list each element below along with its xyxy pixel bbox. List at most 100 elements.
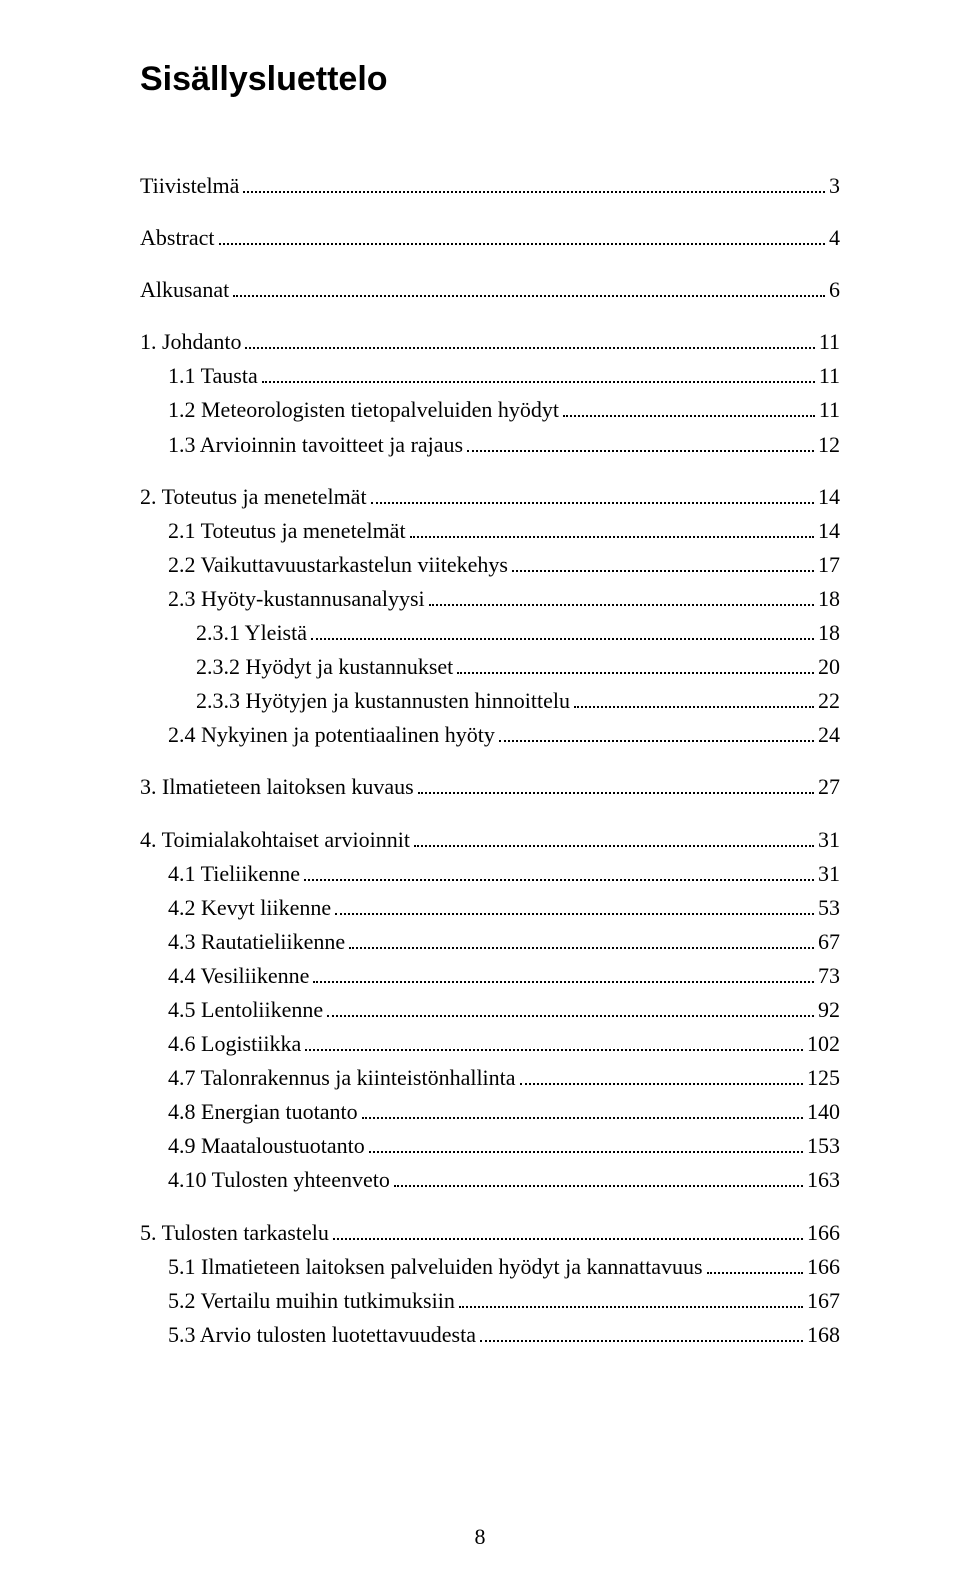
toc-entry: 4.4 Vesiliikenne73 (140, 959, 840, 993)
toc-entry: 2.2 Vaikuttavuustarkastelun viitekehys 17 (140, 548, 840, 582)
toc-leader-dots (371, 484, 814, 504)
toc-leader-dots (219, 225, 825, 245)
toc-entry: 4.10 Tulosten yhteenveto 163 (140, 1163, 840, 1197)
toc-entry: 2. Toteutus ja menetelmät 14 (140, 480, 840, 514)
toc-leader-dots (313, 963, 814, 983)
toc-entry-text: Abstract (140, 221, 215, 255)
toc-entry-page: 153 (807, 1129, 840, 1163)
toc-leader-dots (335, 895, 814, 915)
toc-entry-text: 2.3.2 Hyödyt ja kustannukset (196, 650, 453, 684)
toc-entry-text: 5.1 Ilmatieteen laitoksen palveluiden hy… (168, 1250, 703, 1284)
toc-entry-page: 140 (807, 1095, 840, 1129)
toc-entry: 5.2 Vertailu muihin tutkimuksiin 167 (140, 1284, 840, 1318)
toc-entry: 1.2 Meteorologisten tietopalveluiden hyö… (140, 393, 840, 427)
toc-entry: Abstract 4 (140, 221, 840, 255)
toc-entry: 1. Johdanto11 (140, 325, 840, 359)
toc-entry: 2.3.2 Hyödyt ja kustannukset 20 (140, 650, 840, 684)
toc-entry-page: 24 (818, 718, 840, 752)
toc-entry-text: 2.3 Hyöty-kustannusanalyysi (168, 582, 425, 616)
toc-entry: 1.1 Tausta11 (140, 359, 840, 393)
toc-leader-dots (499, 723, 814, 743)
toc-leader-dots (233, 277, 825, 297)
toc-entry-text: 2.1 Toteutus ja menetelmät (168, 514, 406, 548)
toc-leader-dots (459, 1288, 803, 1308)
toc-entry-text: 1.3 Arvioinnin tavoitteet ja rajaus (168, 428, 463, 462)
toc-entry-text: 4. Toimialakohtaiset arvioinnit (140, 823, 410, 857)
toc-entry-text: 1.2 Meteorologisten tietopalveluiden hyö… (168, 393, 559, 427)
toc-entry: 5.1 Ilmatieteen laitoksen palveluiden hy… (140, 1250, 840, 1284)
toc-leader-dots (410, 518, 814, 538)
toc-entry-text: 4.3 Rautatieliikenne (168, 925, 345, 959)
toc-entry-text: 5.3 Arvio tulosten luotettavuudesta (168, 1318, 476, 1352)
toc-leader-dots (311, 620, 814, 640)
toc-entry-text: 2. Toteutus ja menetelmät (140, 480, 367, 514)
toc-entry-text: 5.2 Vertailu muihin tutkimuksiin (168, 1284, 455, 1318)
toc-entry: 3. Ilmatieteen laitoksen kuvaus 27 (140, 770, 840, 804)
toc-entry-page: 31 (818, 823, 840, 857)
toc-leader-dots (457, 654, 814, 674)
toc-entry: 4.6 Logistiikka102 (140, 1027, 840, 1061)
toc-entry: 4. Toimialakohtaiset arvioinnit 31 (140, 823, 840, 857)
toc-entry-page: 20 (818, 650, 840, 684)
toc-entry-text: 1.1 Tausta (168, 359, 258, 393)
toc-leader-dots (467, 432, 814, 452)
toc-entry: 5.3 Arvio tulosten luotettavuudesta168 (140, 1318, 840, 1352)
toc-entry-page: 12 (818, 428, 840, 462)
toc-entry: 2.3.3 Hyötyjen ja kustannusten hinnoitte… (140, 684, 840, 718)
toc-entry: 4.1 Tieliikenne 31 (140, 857, 840, 891)
toc-entry-page: 6 (829, 273, 840, 307)
toc-entry-page: 31 (818, 857, 840, 891)
toc-entry-page: 167 (807, 1284, 840, 1318)
toc-entry-text: 2.2 Vaikuttavuustarkastelun viitekehys (168, 548, 508, 582)
toc-leader-dots (520, 1065, 803, 1085)
toc-entry-page: 22 (818, 684, 840, 718)
toc-entry: 2.1 Toteutus ja menetelmät14 (140, 514, 840, 548)
toc-entry-page: 18 (818, 616, 840, 650)
toc-entry-page: 92 (818, 993, 840, 1027)
toc-entry-page: 27 (818, 770, 840, 804)
toc-entry-page: 125 (807, 1061, 840, 1095)
toc-leader-dots (333, 1220, 803, 1240)
toc-leader-dots (707, 1254, 803, 1274)
toc-entry-page: 3 (829, 169, 840, 203)
toc-leader-dots (563, 398, 815, 418)
toc-entry: 4.8 Energian tuotanto 140 (140, 1095, 840, 1129)
toc-entry-text: 3. Ilmatieteen laitoksen kuvaus (140, 770, 414, 804)
toc-leader-dots (512, 552, 814, 572)
toc-leader-dots (305, 1031, 803, 1051)
toc-leader-dots (414, 827, 814, 847)
toc-entry-page: 14 (818, 480, 840, 514)
toc-container: Tiivistelmä3 Abstract 4 Alkusanat 6 1. Johdan… (140, 169, 840, 1352)
toc-entry: Tiivistelmä3 (140, 169, 840, 203)
toc-leader-dots (243, 173, 825, 193)
toc-entry: Alkusanat 6 (140, 273, 840, 307)
toc-leader-dots (327, 997, 814, 1017)
toc-entry: 4.9 Maataloustuotanto153 (140, 1129, 840, 1163)
toc-entry-text: 5. Tulosten tarkastelu (140, 1216, 329, 1250)
toc-entry-page: 166 (807, 1216, 840, 1250)
toc-leader-dots (429, 586, 814, 606)
toc-leader-dots (245, 329, 814, 349)
toc-entry: 2.4 Nykyinen ja potentiaalinen hyöty24 (140, 718, 840, 752)
toc-entry-text: 4.7 Talonrakennus ja kiinteistönhallinta (168, 1061, 516, 1095)
toc-entry: 5. Tulosten tarkastelu 166 (140, 1216, 840, 1250)
toc-entry-text: 4.2 Kevyt liikenne (168, 891, 331, 925)
toc-entry: 4.5 Lentoliikenne92 (140, 993, 840, 1027)
toc-entry-text: Alkusanat (140, 273, 229, 307)
toc-entry-text: 4.1 Tieliikenne (168, 857, 300, 891)
toc-entry-text: 4.10 Tulosten yhteenveto (168, 1163, 390, 1197)
toc-entry: 1.3 Arvioinnin tavoitteet ja rajaus 12 (140, 428, 840, 462)
toc-leader-dots (304, 861, 814, 881)
toc-title: Sisällysluettelo (140, 60, 840, 99)
toc-entry-page: 18 (818, 582, 840, 616)
page-number: 8 (0, 1524, 960, 1550)
toc-entry-page: 4 (829, 221, 840, 255)
toc-leader-dots (480, 1322, 803, 1342)
toc-entry: 4.7 Talonrakennus ja kiinteistönhallinta… (140, 1061, 840, 1095)
toc-entry-page: 17 (818, 548, 840, 582)
toc-entry-page: 73 (818, 959, 840, 993)
toc-entry-page: 163 (807, 1163, 840, 1197)
toc-leader-dots (369, 1134, 803, 1154)
toc-entry-text: 4.8 Energian tuotanto (168, 1095, 358, 1129)
toc-entry-text: 2.3.3 Hyötyjen ja kustannusten hinnoitte… (196, 684, 570, 718)
